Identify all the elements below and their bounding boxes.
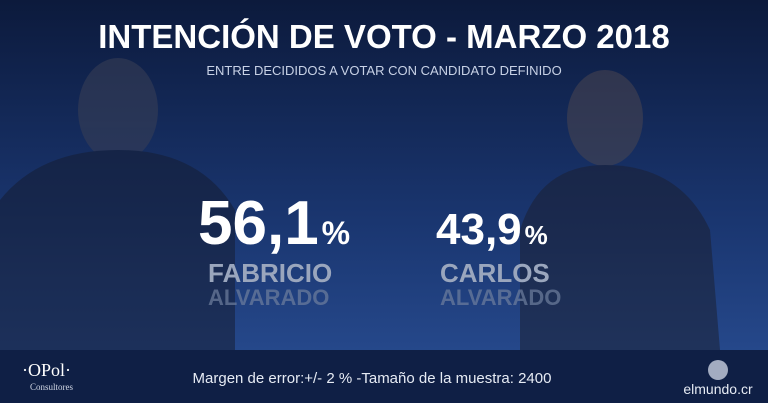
photo-right <box>520 70 720 350</box>
first-name: FABRICIO <box>208 258 332 288</box>
value: 56,1% <box>198 189 350 258</box>
last-name: ALVARADO <box>208 285 329 310</box>
source-icon <box>708 360 728 380</box>
last-name: ALVARADO <box>440 285 561 310</box>
first-name: CARLOS <box>440 258 550 288</box>
source: elmundo.cr <box>683 381 753 397</box>
footer-note: Margen de error:+/- 2 % -Tamaño de la mu… <box>193 370 552 387</box>
title: INTENCIÓN DE VOTO - MARZO 2018 <box>98 18 669 55</box>
subtitle: ENTRE DECIDIDOS A VOTAR CON CANDIDATO DE… <box>206 63 561 78</box>
value: 43,9% <box>436 205 548 254</box>
photo-left <box>0 58 235 350</box>
logo-sub: Consultores <box>30 382 73 392</box>
logo: ·OPol· <box>22 360 71 380</box>
footer-bar <box>0 350 768 403</box>
